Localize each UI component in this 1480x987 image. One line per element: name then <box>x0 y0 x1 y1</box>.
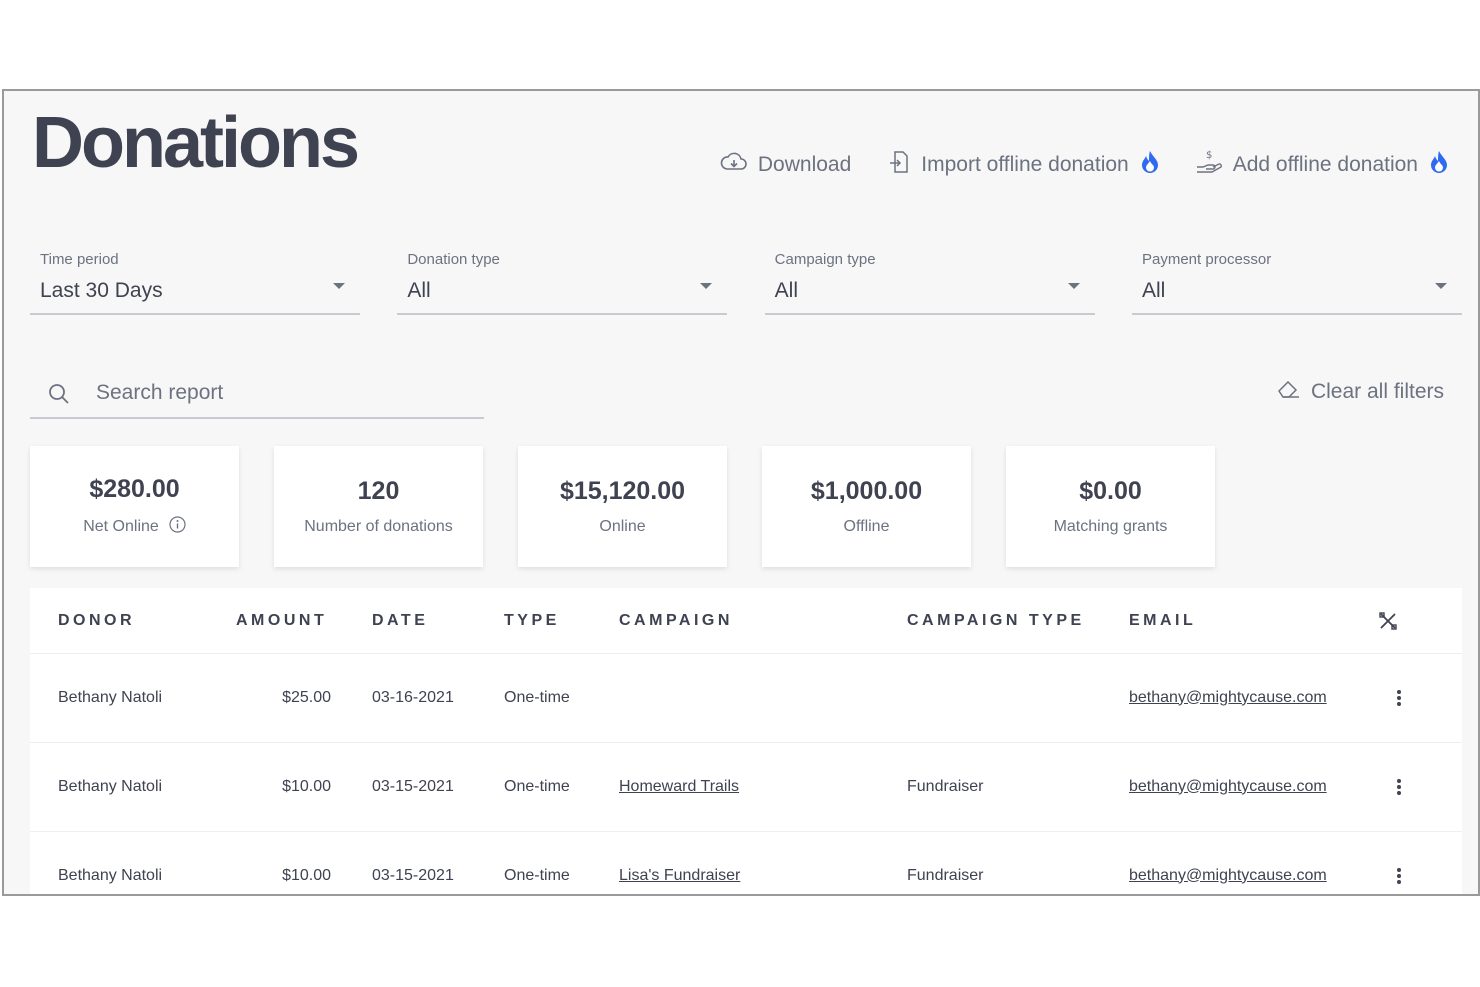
table-header: DONOR AMOUNT DATE TYPE CAMPAIGN CAMPAIGN… <box>30 588 1462 654</box>
table-row: Bethany Natoli $10.00 03-15-2021 One-tim… <box>30 831 1462 894</box>
email-link[interactable]: bethany@mightycause.com <box>1129 688 1327 706</box>
time-period-select[interactable]: Time period Last 30 Days <box>30 247 360 315</box>
download-label: Download <box>757 153 852 176</box>
filter-label: Time period <box>40 251 119 268</box>
search-bar <box>30 371 484 419</box>
cell-email: bethany@mightycause.com <box>1129 653 1327 742</box>
cell-type: One-time <box>504 777 570 795</box>
download-button[interactable]: Download <box>720 151 851 179</box>
cell-campaign-type: Fundraiser <box>907 777 984 795</box>
donations-panel: Donations Download Import offline donati… <box>2 89 1480 896</box>
add-label: Add offline donation <box>1232 153 1418 176</box>
table-row: Bethany Natoli $10.00 03-15-2021 One-tim… <box>30 742 1462 832</box>
import-offline-donation-button[interactable]: Import offline donation <box>887 150 1158 180</box>
kebab-icon[interactable] <box>1396 742 1402 831</box>
stat-label: Number of donations <box>304 518 453 535</box>
cell-email: bethany@mightycause.com <box>1129 831 1327 894</box>
hand-dollar-icon: $ <box>1195 149 1223 181</box>
payment-processor-select[interactable]: Payment processor All <box>1131 247 1462 315</box>
stat-label-group: Net Online <box>83 516 186 538</box>
cell-date: 03-15-2021 <box>372 777 454 795</box>
column-header-campaign-type[interactable]: CAMPAIGN TYPE <box>907 611 1085 629</box>
kebab-icon[interactable] <box>1396 653 1402 742</box>
column-header-donor[interactable]: DONOR <box>58 611 136 629</box>
filter-value: Last 30 Days <box>40 279 163 302</box>
add-offline-donation-button[interactable]: $ Add offline donation <box>1195 149 1448 181</box>
cell-type: One-time <box>504 688 570 706</box>
stat-card-net-online: $280.00 Net Online <box>30 446 239 567</box>
clear-filters-label: Clear all filters <box>1310 380 1444 403</box>
flame-icon <box>1430 150 1448 180</box>
stat-value: $1,000.00 <box>810 477 923 505</box>
cell-email: bethany@mightycause.com <box>1129 742 1327 831</box>
action-bar: Download Import offline donation $ Add o… <box>720 149 1448 181</box>
email-link[interactable]: bethany@mightycause.com <box>1129 777 1327 795</box>
campaign-link[interactable]: Lisa's Fundraiser <box>619 866 741 884</box>
column-header-campaign[interactable]: CAMPAIGN <box>619 611 733 629</box>
tools-icon[interactable] <box>1378 588 1398 653</box>
search-input[interactable] <box>96 379 466 407</box>
clear-all-filters-button[interactable]: Clear all filters <box>1277 379 1444 405</box>
stat-card-matching-grants: $0.00 Matching grants <box>1006 446 1215 567</box>
stat-label: Online <box>599 518 646 535</box>
email-link[interactable]: bethany@mightycause.com <box>1129 866 1327 884</box>
column-header-email[interactable]: EMAIL <box>1129 611 1197 629</box>
column-header-amount[interactable]: AMOUNT <box>236 611 328 629</box>
file-import-icon <box>887 150 911 180</box>
cell-type: One-time <box>504 866 570 884</box>
caret-down-icon <box>699 277 713 295</box>
stat-label: Matching grants <box>1053 518 1168 535</box>
page-title: Donations <box>32 103 360 183</box>
stat-card-offline: $1,000.00 Offline <box>762 446 971 567</box>
stat-label: Net Online <box>83 518 159 535</box>
stat-value: $280.00 <box>89 475 180 503</box>
stat-label: Offline <box>843 518 890 535</box>
stat-card-number-of-donations: 120 Number of donations <box>274 446 483 567</box>
cell-campaign-type: Fundraiser <box>907 866 984 884</box>
cell-amount: $10.00 <box>282 866 331 884</box>
stats-row: $280.00 Net Online 120 Number of donatio… <box>30 446 1215 567</box>
caret-down-icon <box>1067 277 1081 295</box>
stat-value: 120 <box>357 477 400 505</box>
filter-value: All <box>407 279 431 302</box>
campaign-type-select[interactable]: Campaign type All <box>764 247 1095 315</box>
cell-campaign: Lisa's Fundraiser <box>619 831 741 894</box>
stat-value: $15,120.00 <box>559 477 686 505</box>
flame-icon <box>1141 150 1159 180</box>
cell-donor: Bethany Natoli <box>58 777 163 795</box>
cell-donor: Bethany Natoli <box>58 866 163 884</box>
import-label: Import offline donation <box>921 153 1129 176</box>
filter-bar: Time period Last 30 Days Donation type A… <box>30 247 1462 315</box>
search-icon <box>48 383 70 410</box>
filter-label: Payment processor <box>1141 251 1272 268</box>
info-icon[interactable] <box>169 516 186 538</box>
svg-text:$: $ <box>1206 150 1212 161</box>
filter-label: Campaign type <box>774 251 876 268</box>
eraser-icon <box>1277 379 1301 405</box>
kebab-icon[interactable] <box>1396 831 1402 894</box>
donations-table: DONOR AMOUNT DATE TYPE CAMPAIGN CAMPAIGN… <box>30 588 1462 894</box>
cell-donor: Bethany Natoli <box>58 688 163 706</box>
cell-amount: $10.00 <box>282 777 331 795</box>
donation-type-select[interactable]: Donation type All <box>397 247 728 315</box>
campaign-link[interactable]: Homeward Trails <box>619 777 740 795</box>
caret-down-icon <box>1434 277 1448 295</box>
cell-date: 03-15-2021 <box>372 866 454 884</box>
stat-card-online: $15,120.00 Online <box>518 446 727 567</box>
cell-amount: $25.00 <box>282 688 331 706</box>
filter-value: All <box>1141 279 1166 302</box>
table-row: Bethany Natoli $25.00 03-16-2021 One-tim… <box>30 653 1462 743</box>
column-header-type[interactable]: TYPE <box>504 611 560 629</box>
filter-value: All <box>774 279 798 302</box>
cloud-download-icon <box>720 151 748 179</box>
filter-label: Donation type <box>407 251 500 268</box>
stat-value: $0.00 <box>1079 477 1142 505</box>
caret-down-icon <box>332 277 346 295</box>
cell-campaign: Homeward Trails <box>619 742 739 831</box>
cell-date: 03-16-2021 <box>372 688 454 706</box>
column-header-date[interactable]: DATE <box>372 611 429 629</box>
